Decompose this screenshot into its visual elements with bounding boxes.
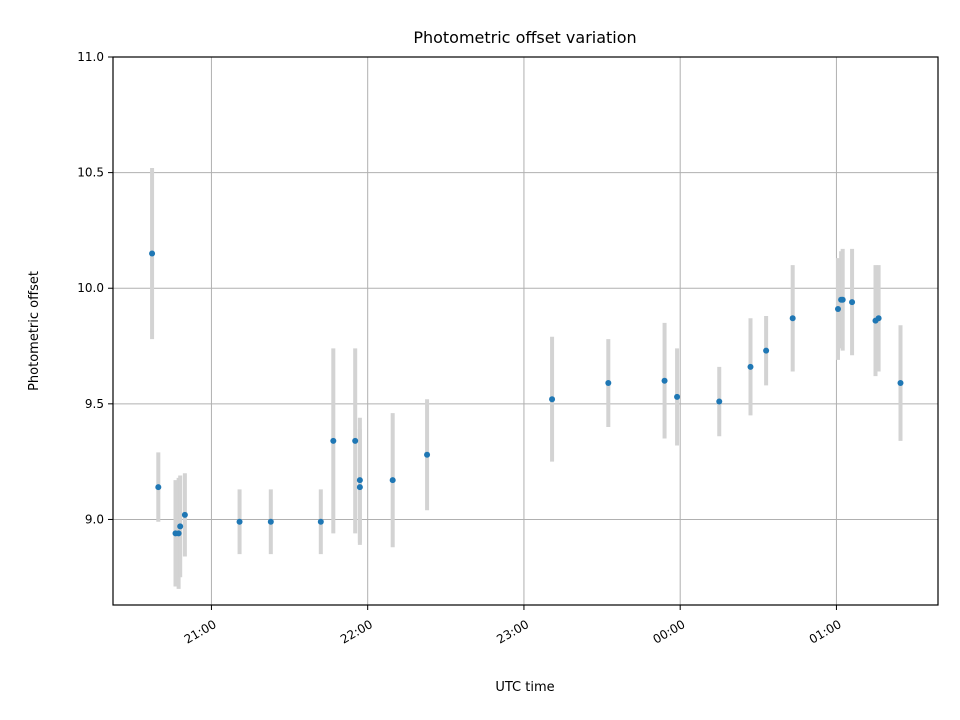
y-tick-label: 10.5 xyxy=(77,166,104,180)
data-point xyxy=(177,523,184,530)
data-point xyxy=(674,393,681,400)
data-point xyxy=(181,511,188,518)
data-point xyxy=(605,380,612,387)
y-axis-label: Photometric offset xyxy=(27,271,42,391)
data-point xyxy=(747,363,754,370)
data-point xyxy=(267,518,274,525)
data-point xyxy=(175,530,182,537)
data-point xyxy=(716,398,723,405)
data-point xyxy=(849,299,856,306)
y-tick-label: 10.0 xyxy=(77,281,104,295)
data-point xyxy=(661,377,668,384)
data-point xyxy=(789,315,796,322)
plot-frame xyxy=(112,56,939,606)
data-point xyxy=(317,518,324,525)
x-axis-label: UTC time xyxy=(495,680,554,695)
data-point xyxy=(155,484,162,491)
data-point xyxy=(356,477,363,484)
data-point xyxy=(352,437,359,444)
data-point xyxy=(330,437,337,444)
data-point xyxy=(835,306,841,313)
data-point xyxy=(897,380,904,387)
data-point xyxy=(549,396,556,403)
data-point xyxy=(389,477,396,484)
data-point xyxy=(839,296,846,303)
y-tick-layer: 9.0 9.5 10.0 10.5 11.0 xyxy=(77,50,113,526)
data-point xyxy=(424,451,431,458)
y-tick-label: 11.0 xyxy=(77,50,104,64)
point-layer xyxy=(149,250,904,537)
y-tick-label: 9.0 xyxy=(85,512,104,526)
data-point xyxy=(236,518,243,525)
y-tick-label: 9.5 xyxy=(85,397,104,411)
data-point xyxy=(149,250,156,257)
chart-title: Photometric offset variation xyxy=(413,28,636,47)
data-point xyxy=(356,484,363,491)
data-point xyxy=(875,315,882,322)
data-point xyxy=(763,347,770,354)
